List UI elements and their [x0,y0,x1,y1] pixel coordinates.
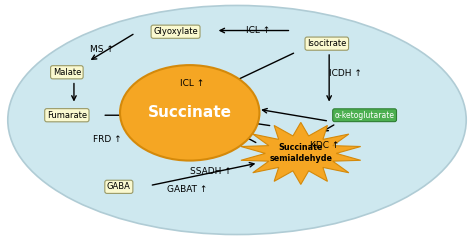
Text: Glyoxylate: Glyoxylate [153,27,198,36]
Text: Malate: Malate [53,68,81,77]
Text: FRD ↑: FRD ↑ [93,135,121,144]
Text: KDC ↑: KDC ↑ [310,141,339,150]
Text: MS ↑: MS ↑ [91,45,114,54]
Text: Fumarate: Fumarate [47,111,87,120]
Text: Succinate: Succinate [148,105,232,120]
Text: α-ketoglutarate: α-ketoglutarate [335,111,394,120]
Text: ICDH ↑: ICDH ↑ [329,69,362,78]
Text: Succinate
semialdehyde: Succinate semialdehyde [269,143,332,163]
Ellipse shape [120,65,259,161]
PathPatch shape [241,122,361,184]
Ellipse shape [8,6,466,234]
Text: GABAT ↑: GABAT ↑ [167,185,208,194]
Text: GABA: GABA [107,182,131,191]
Text: Isocitrate: Isocitrate [307,39,346,48]
Text: SSADH ↑: SSADH ↑ [190,167,232,176]
Text: ICL ↑: ICL ↑ [246,26,270,35]
Text: ICL ↑: ICL ↑ [180,78,204,88]
